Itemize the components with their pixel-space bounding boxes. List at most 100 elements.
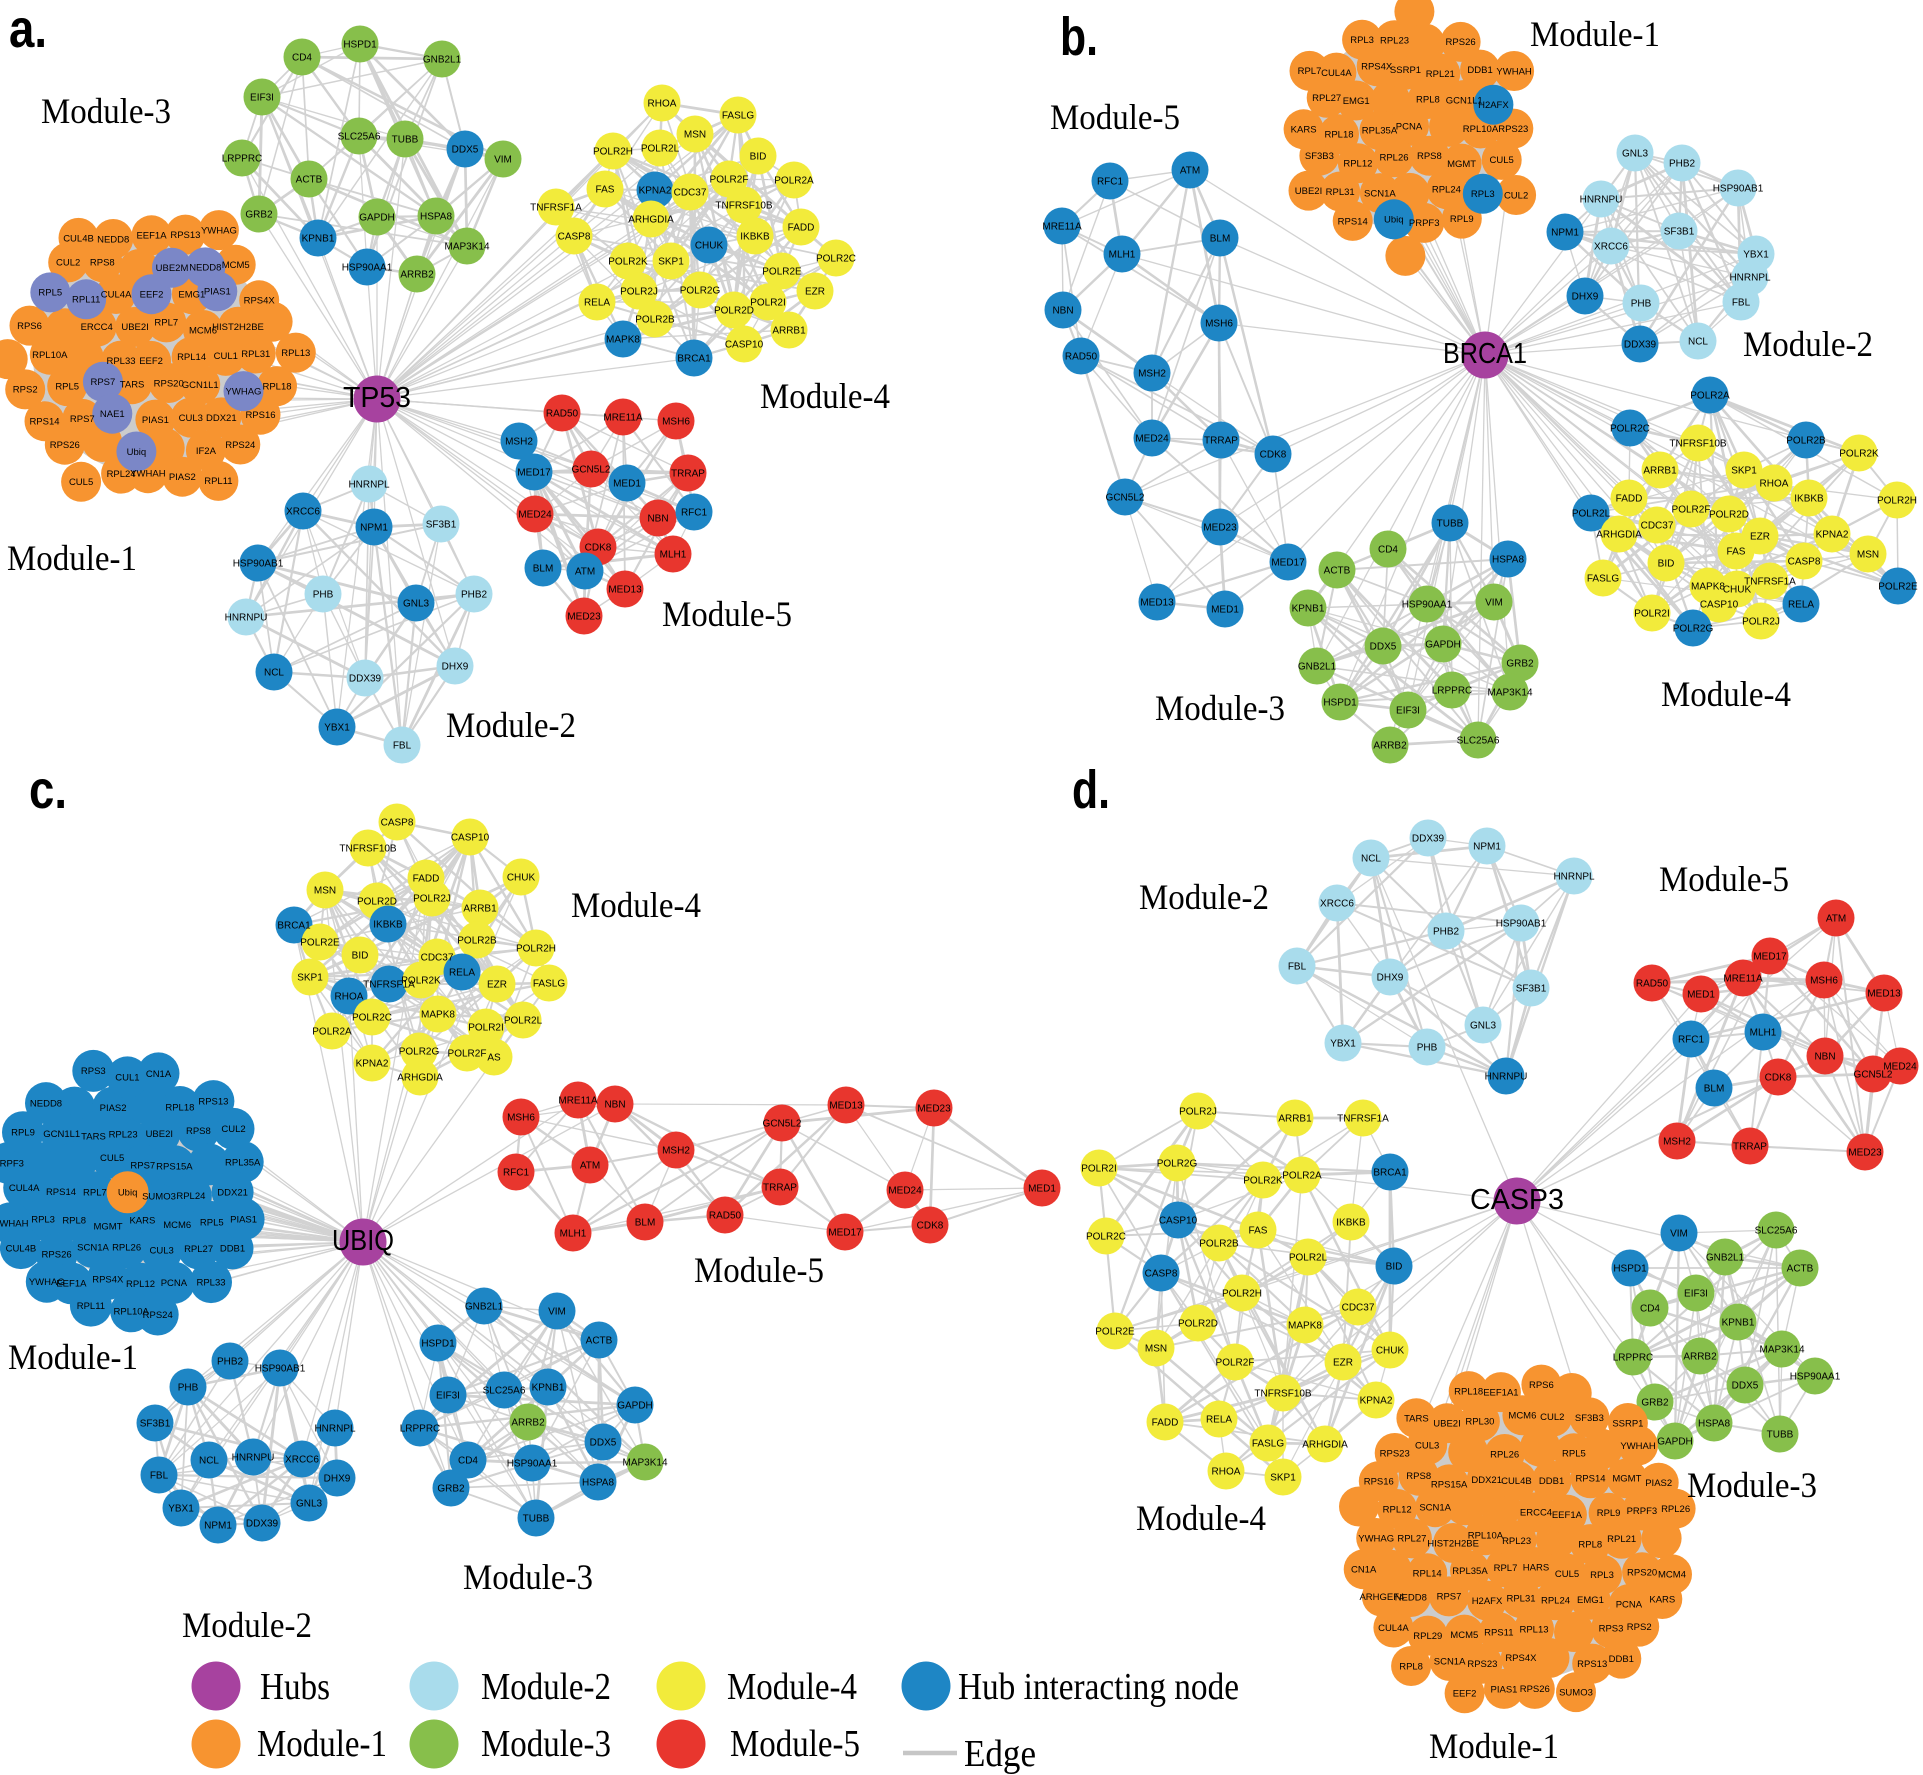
svg-text:RPS15A: RPS15A [156, 1162, 193, 1173]
svg-text:Module-1: Module-1 [8, 1337, 138, 1377]
svg-text:TNFRSF10B: TNFRSF10B [339, 844, 397, 855]
svg-text:EMG1: EMG1 [178, 290, 205, 301]
svg-text:EZR: EZR [487, 980, 507, 991]
svg-text:TUBB: TUBB [523, 1514, 550, 1525]
svg-text:ATM: ATM [1180, 166, 1200, 177]
svg-text:YWHAH: YWHAH [1620, 1441, 1656, 1452]
svg-text:POLR2C: POLR2C [1610, 424, 1650, 435]
svg-text:TRRAP: TRRAP [671, 469, 705, 480]
svg-text:SCN1A: SCN1A [1434, 1656, 1466, 1667]
svg-text:SSRP1: SSRP1 [1612, 1418, 1643, 1429]
svg-text:RPL21: RPL21 [1607, 1534, 1636, 1545]
svg-text:RAD50: RAD50 [1065, 352, 1098, 363]
svg-text:POLR2L: POLR2L [641, 144, 680, 155]
svg-text:FASLG: FASLG [1252, 1439, 1284, 1450]
svg-text:POLR2E: POLR2E [1878, 582, 1918, 593]
svg-text:SLC25A6: SLC25A6 [483, 1386, 526, 1397]
svg-text:MED17: MED17 [1271, 558, 1305, 569]
svg-text:FADD: FADD [1152, 1418, 1179, 1429]
svg-text:SSRP1: SSRP1 [1390, 65, 1421, 76]
svg-text:DDX39: DDX39 [1624, 340, 1657, 351]
svg-text:Module-4: Module-4 [760, 376, 890, 416]
svg-text:DDX39: DDX39 [349, 674, 382, 685]
svg-text:RPL7: RPL7 [83, 1188, 107, 1199]
svg-text:PHB2: PHB2 [461, 590, 488, 601]
svg-text:EIF3I: EIF3I [250, 93, 274, 104]
svg-text:RPL14: RPL14 [177, 352, 206, 363]
svg-text:RPS14: RPS14 [1575, 1474, 1605, 1485]
svg-text:TNFRSF1A: TNFRSF1A [1744, 577, 1796, 588]
svg-text:Module-1: Module-1 [1429, 1726, 1559, 1766]
svg-text:EIF3I: EIF3I [1396, 706, 1420, 717]
svg-text:CASP3: CASP3 [1470, 1184, 1564, 1216]
svg-text:d.: d. [1072, 760, 1110, 820]
svg-text:FADD: FADD [788, 223, 815, 234]
svg-text:MSH2: MSH2 [1138, 369, 1166, 380]
svg-text:MED13: MED13 [1140, 598, 1174, 609]
svg-text:RPL10A: RPL10A [32, 350, 68, 361]
svg-text:DDB1: DDB1 [1539, 1476, 1564, 1487]
svg-text:DDX21: DDX21 [206, 413, 237, 424]
svg-text:TARS: TARS [1404, 1414, 1429, 1425]
svg-text:NEDD8: NEDD8 [1395, 1592, 1427, 1603]
svg-text:DHX9: DHX9 [442, 662, 469, 673]
svg-text:Module-2: Module-2 [1743, 324, 1873, 364]
svg-text:RFC1: RFC1 [1678, 1035, 1705, 1046]
svg-text:POLR2E: POLR2E [1095, 1327, 1135, 1338]
svg-text:MED13: MED13 [608, 585, 642, 596]
svg-text:MED1: MED1 [1687, 990, 1715, 1001]
svg-text:RPS7: RPS7 [70, 414, 95, 425]
svg-text:MAP3K14: MAP3K14 [1487, 688, 1532, 699]
svg-text:RPL23: RPL23 [1380, 36, 1409, 47]
svg-text:RPL10A: RPL10A [1463, 124, 1499, 135]
svg-text:RFC1: RFC1 [681, 508, 708, 519]
svg-text:UBE2I: UBE2I [121, 322, 148, 333]
svg-text:POLR2B: POLR2B [635, 315, 675, 326]
svg-text:TRRAP: TRRAP [1204, 436, 1238, 447]
svg-text:PIAS2: PIAS2 [169, 472, 196, 483]
svg-text:ARRB1: ARRB1 [463, 904, 497, 915]
svg-text:BLM: BLM [1210, 234, 1231, 245]
svg-text:VIM: VIM [1670, 1229, 1688, 1240]
svg-text:TP53: TP53 [343, 382, 411, 414]
svg-text:RPS26: RPS26 [42, 1250, 72, 1261]
svg-text:HNRNPU: HNRNPU [232, 1453, 275, 1464]
svg-text:RPL9: RPL9 [1597, 1508, 1621, 1519]
svg-text:RPS6: RPS6 [17, 321, 42, 332]
svg-text:MSN: MSN [1145, 1344, 1167, 1355]
svg-text:POLR2D: POLR2D [714, 306, 754, 317]
svg-text:GAPDH: GAPDH [359, 213, 395, 224]
svg-text:PHB2: PHB2 [1669, 159, 1696, 170]
svg-text:YWHAG: YWHAG [226, 387, 262, 398]
svg-text:MAP3K14: MAP3K14 [444, 242, 489, 253]
svg-text:Hubs: Hubs [260, 1666, 330, 1708]
svg-text:CUL2: CUL2 [1540, 1412, 1564, 1423]
svg-text:Module-3: Module-3 [1155, 688, 1285, 728]
svg-text:BLM: BLM [1704, 1084, 1725, 1095]
svg-text:NCL: NCL [199, 1456, 219, 1467]
svg-text:SUMO3: SUMO3 [142, 1191, 176, 1202]
svg-text:RPL3: RPL3 [1350, 35, 1374, 46]
svg-text:MGMT: MGMT [93, 1221, 122, 1232]
svg-text:MSH6: MSH6 [662, 417, 690, 428]
svg-text:Module-1: Module-1 [1530, 14, 1660, 54]
svg-text:HSP90AB1: HSP90AB1 [255, 1364, 306, 1375]
svg-text:YBX1: YBX1 [1330, 1039, 1356, 1050]
svg-text:MSH6: MSH6 [1810, 976, 1838, 987]
svg-text:KPNB1: KPNB1 [1292, 604, 1325, 615]
svg-text:CUL4A: CUL4A [101, 289, 132, 300]
svg-text:LRPPRC: LRPPRC [1432, 686, 1473, 697]
svg-text:RPS13: RPS13 [198, 1096, 228, 1107]
svg-text:ARHGEF4: ARHGEF4 [1359, 1592, 1404, 1603]
svg-text:POLR2A: POLR2A [1690, 391, 1730, 402]
svg-text:FASLG: FASLG [533, 979, 565, 990]
svg-text:GNL3: GNL3 [1622, 149, 1649, 160]
svg-text:RPS6: RPS6 [1529, 1380, 1554, 1391]
svg-text:RPL11: RPL11 [204, 476, 232, 487]
svg-text:SF3B3: SF3B3 [1305, 151, 1334, 162]
svg-text:BLM: BLM [635, 1218, 656, 1229]
svg-text:TNFRSF10B: TNFRSF10B [1669, 439, 1727, 450]
svg-text:DDB1: DDB1 [1467, 65, 1492, 76]
svg-text:DDB1: DDB1 [1609, 1654, 1634, 1665]
svg-text:RPL8: RPL8 [1578, 1539, 1602, 1550]
